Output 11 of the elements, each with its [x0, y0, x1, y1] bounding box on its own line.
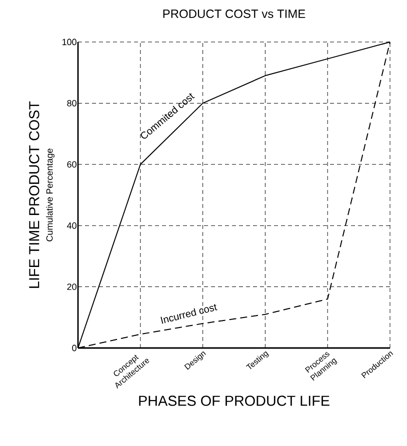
- y-tick-label: 20: [67, 284, 76, 290]
- y-tick-label: 40: [66, 222, 76, 229]
- y-tick-label: 0: [72, 344, 76, 352]
- chart-title: PRODUCT COST vs TIME: [163, 10, 306, 18]
- y-tick-label: 100: [62, 38, 76, 46]
- x-axis-title: PHASES OF PRODUCT LIFE: [139, 396, 330, 406]
- y-tick-label: 60: [67, 161, 76, 168]
- y-axis-title: LIFE TIME PRODUCT COST: [29, 101, 40, 288]
- annotation: Incurred cost: [160, 304, 218, 324]
- text: Cumulative Percentage: [46, 148, 54, 242]
- y-tick-label: 80: [67, 100, 76, 106]
